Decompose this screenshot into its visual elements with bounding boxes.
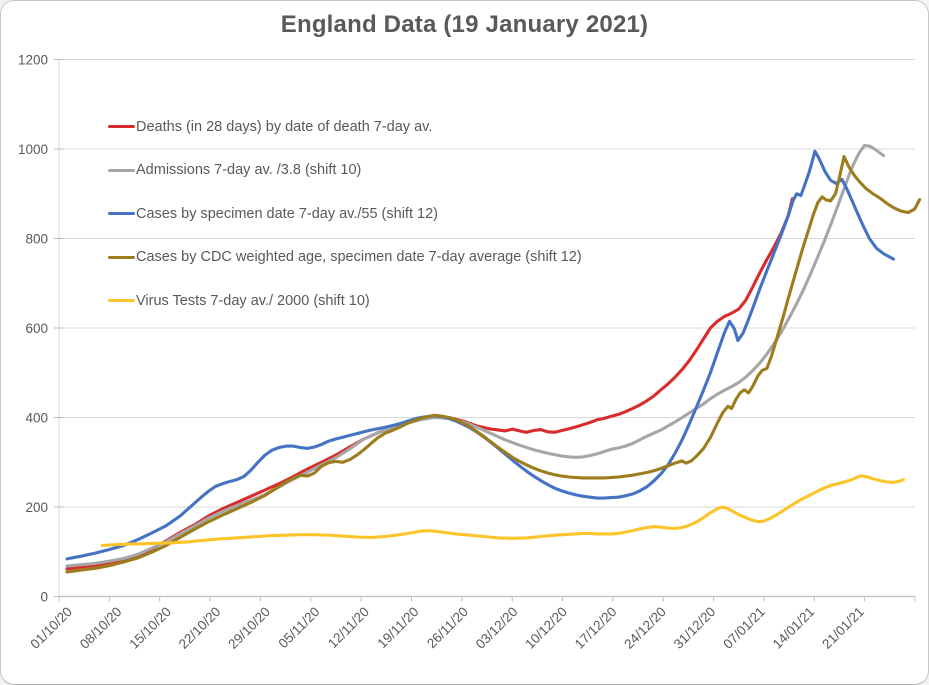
x-tick-label-10: 10/12/20 bbox=[522, 604, 570, 652]
x-tick-label-0: 01/10/20 bbox=[27, 604, 75, 652]
y-tick-label-800: 800 bbox=[25, 232, 48, 247]
y-tick-label-200: 200 bbox=[25, 500, 48, 515]
x-tick-label-11: 17/12/20 bbox=[572, 604, 620, 652]
x-tick-label-7: 19/11/20 bbox=[374, 604, 421, 651]
x-tick-label-8: 26/11/20 bbox=[424, 604, 471, 651]
y-tick-label-1200: 1200 bbox=[18, 53, 48, 68]
legend-swatch-icon bbox=[108, 299, 135, 303]
chart-title: England Data (19 January 2021) bbox=[280, 11, 649, 38]
x-tick-label-6: 12/11/20 bbox=[325, 604, 372, 651]
legend-item-1: Admissions 7-day av. /3.8 (shift 10) bbox=[108, 149, 582, 193]
series-line-0 bbox=[65, 197, 794, 571]
x-tick-label-2: 15/10/20 bbox=[126, 604, 174, 652]
legend-label: Cases by specimen date 7-day av./55 (shi… bbox=[136, 205, 438, 222]
x-tick-label-15: 14/01/21 bbox=[770, 604, 818, 652]
x-tick-label-5: 05/11/20 bbox=[276, 604, 323, 651]
y-tick-label-600: 600 bbox=[25, 321, 48, 336]
series-line-2 bbox=[65, 149, 896, 561]
legend-swatch-icon bbox=[108, 168, 135, 172]
legend-label: Virus Tests 7-day av./ 2000 (shift 10) bbox=[136, 292, 370, 309]
x-tick-label-12: 24/12/20 bbox=[621, 604, 669, 652]
series-line-1 bbox=[65, 143, 886, 568]
legend-item-0: Deaths (in 28 days) by date of death 7-d… bbox=[108, 105, 582, 149]
legend-item-3: Cases by CDC weighted age, specimen date… bbox=[108, 236, 582, 280]
y-tick-label-1000: 1000 bbox=[18, 142, 48, 157]
chart-legend: Deaths (in 28 days) by date of death 7-d… bbox=[108, 105, 582, 323]
x-tick-label-1: 08/10/20 bbox=[77, 604, 125, 652]
legend-swatch-icon bbox=[108, 125, 135, 129]
legend-swatch-icon bbox=[108, 255, 135, 259]
x-tick-label-16: 21/01/21 bbox=[819, 604, 867, 652]
series-line-4 bbox=[100, 474, 905, 548]
legend-label: Admissions 7-day av. /3.8 (shift 10) bbox=[136, 162, 362, 179]
x-tick-label-9: 03/12/20 bbox=[473, 604, 521, 652]
legend-item-2: Cases by specimen date 7-day av./55 (shi… bbox=[108, 192, 582, 236]
legend-swatch-icon bbox=[108, 212, 135, 216]
x-tick-label-4: 29/10/20 bbox=[225, 604, 273, 652]
legend-label: Deaths (in 28 days) by date of death 7-d… bbox=[136, 118, 433, 135]
x-tick-label-14: 07/01/21 bbox=[720, 604, 768, 652]
series-line-3 bbox=[65, 155, 922, 574]
legend-item-4: Virus Tests 7-day av./ 2000 (shift 10) bbox=[108, 279, 582, 323]
legend-label: Cases by CDC weighted age, specimen date… bbox=[136, 249, 582, 266]
y-tick-label-400: 400 bbox=[25, 411, 48, 426]
x-tick-label-13: 31/12/20 bbox=[671, 604, 719, 652]
y-tick-label-0: 0 bbox=[40, 590, 48, 605]
x-tick-label-3: 22/10/20 bbox=[176, 604, 224, 652]
